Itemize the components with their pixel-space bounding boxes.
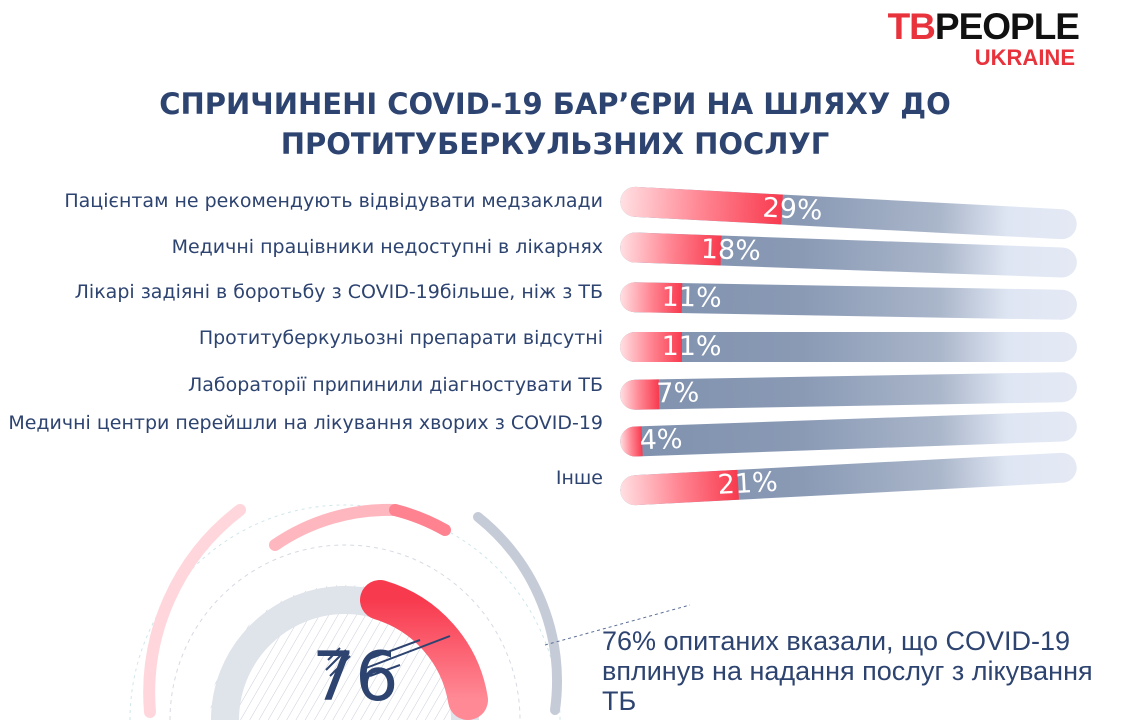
progress-arc xyxy=(360,580,488,720)
decor-lines xyxy=(325,635,451,677)
bar-label: Інше xyxy=(555,467,603,489)
outer-dashed-ring xyxy=(129,504,561,720)
bar-label: Медичні працівники недоступні в лікарнях xyxy=(171,236,603,258)
pink-arc xyxy=(143,504,246,718)
summary-value: 76 xyxy=(312,638,399,717)
bar-label: Лабораторії припинили діагностувати ТБ xyxy=(187,374,603,396)
logo-people: PEOPLE xyxy=(934,6,1080,47)
bar-label: Лікарі задіяні в боротьбу з COVID-19біль… xyxy=(74,281,603,303)
bar-value-label: 11% xyxy=(661,332,722,362)
summary-text: 76% опитаних вказали, що COVID-19 вплину… xyxy=(602,626,1093,716)
dashed-ring xyxy=(169,544,521,720)
logo: TBPEOPLE UKRAINE xyxy=(884,6,1080,70)
page-title: СПРИЧИНЕНІ COVID-19 БАР’ЄРИ НА ШЛЯХУ ДО … xyxy=(159,87,951,161)
light-red-arc xyxy=(269,503,401,551)
grey-arc xyxy=(473,512,562,715)
bar-track: 11% xyxy=(620,332,1077,362)
bar-label: Протитуберкульозні препарати відсутні xyxy=(198,327,603,349)
bar-fill xyxy=(620,332,682,362)
pointer-line xyxy=(544,604,691,646)
red-top-arc xyxy=(389,504,451,536)
bar-label: Медичні центри перейшли на лікування хво… xyxy=(8,412,603,434)
logo-tb: TB xyxy=(887,6,936,47)
bar-label: Пацієнтам не рекомендують відвідувати ме… xyxy=(64,190,603,212)
logo-country: UKRAINE xyxy=(974,45,1075,70)
